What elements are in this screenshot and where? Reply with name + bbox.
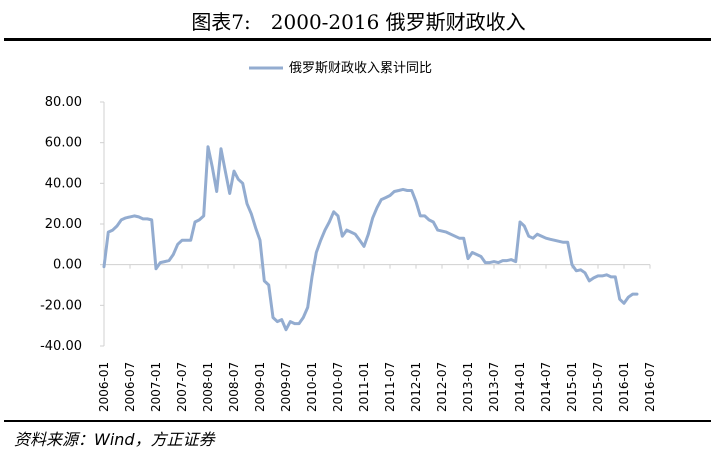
- x-tick-label: 2013-07: [487, 362, 501, 412]
- x-tick-label: 2012-07: [435, 362, 449, 412]
- y-tick-label: -40.00: [40, 339, 82, 354]
- x-tick-label: 2008-07: [227, 362, 241, 412]
- x-tick-label: 2012-01: [409, 362, 423, 412]
- x-tick-label: 2011-07: [383, 362, 397, 412]
- x-tick-label: 2006-07: [123, 362, 137, 412]
- bottom-rule: [4, 420, 711, 422]
- y-tick-label: 60.00: [45, 136, 82, 151]
- x-tick-label: 2010-07: [331, 362, 345, 412]
- x-axis-ticks: 2006-01 2006-07 2007-01 2007-07 2008-01 2008-…: [97, 264, 657, 412]
- x-tick-label: 2007-07: [175, 362, 189, 412]
- y-tick-label: 20.00: [45, 217, 82, 232]
- legend: 俄罗斯财政收入累计同比: [249, 61, 432, 76]
- x-tick-label: 2013-01: [461, 362, 475, 412]
- y-tick-label: 0.00: [53, 258, 82, 273]
- x-tick-label: 2015-01: [565, 362, 579, 412]
- series-line: [102, 145, 639, 332]
- x-tick-label: 2016-07: [643, 362, 657, 412]
- x-tick-label: 2014-07: [539, 362, 553, 412]
- y-tick-label: -20.00: [40, 298, 82, 313]
- top-rule: [4, 38, 711, 41]
- x-tick-label: 2007-01: [149, 362, 163, 412]
- y-tick-label: 80.00: [45, 95, 82, 110]
- x-tick-label: 2009-01: [253, 362, 267, 412]
- x-tick-label: 2009-07: [279, 362, 293, 412]
- axes: [103, 102, 650, 346]
- y-tick-label: 40.00: [45, 176, 82, 191]
- x-tick-label: 2008-01: [201, 362, 215, 412]
- legend-label: 俄罗斯财政收入累计同比: [289, 61, 432, 76]
- source-note: 资料来源：Wind，方正证券: [14, 430, 215, 449]
- x-tick-label: 2006-01: [97, 362, 111, 412]
- x-tick-label: 2015-07: [591, 362, 605, 412]
- x-tick-label: 2016-01: [617, 362, 631, 412]
- y-axis-ticks: 80.00 60.00 40.00 20.00 0.00 -20.00 -40.00: [40, 95, 104, 354]
- x-tick-label: 2011-01: [357, 362, 371, 412]
- chart-title: 图表7: 2000-2016 俄罗斯财政收入: [191, 10, 526, 34]
- x-tick-label: 2010-01: [305, 362, 319, 412]
- x-tick-label: 2014-01: [513, 362, 527, 412]
